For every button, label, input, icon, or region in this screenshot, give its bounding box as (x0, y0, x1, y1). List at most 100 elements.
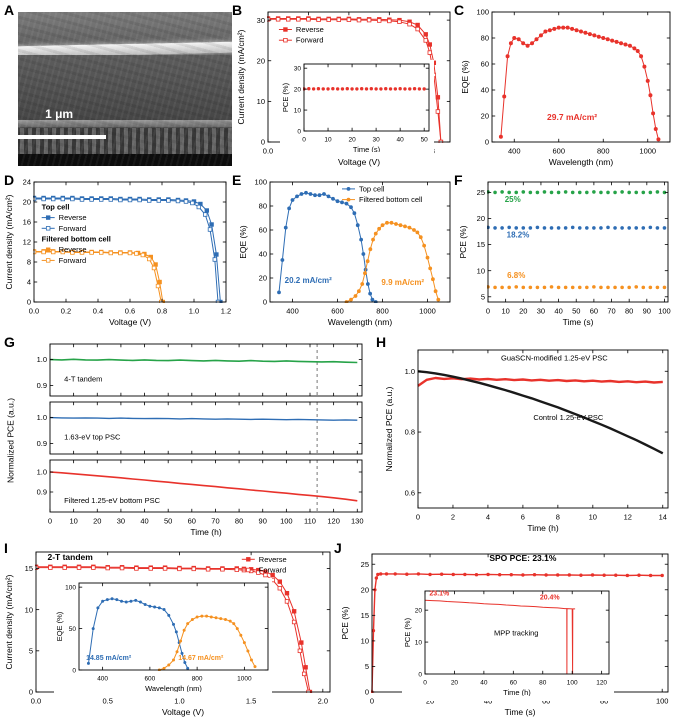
svg-text:Reverse: Reverse (259, 555, 287, 564)
svg-text:2-T tandem: 2-T tandem (47, 552, 93, 562)
svg-text:Current density (mA/cm²): Current density (mA/cm²) (4, 194, 14, 289)
svg-text:1000: 1000 (237, 676, 252, 683)
svg-text:Voltage (V): Voltage (V) (338, 157, 380, 167)
normalized-pce-stability-stack: 0.9 1.0 4-T tandem 0.9 1.0 1.63-eV top PSC 0 10… (37, 343, 364, 537)
svg-text:9.9 mA/cm²: 9.9 mA/cm² (381, 278, 424, 287)
svg-text:Top cell: Top cell (359, 184, 385, 193)
svg-text:10: 10 (501, 307, 509, 316)
svg-text:4: 4 (27, 278, 31, 287)
svg-text:PCE (%): PCE (%) (403, 617, 412, 647)
svg-text:1.0: 1.0 (37, 355, 47, 364)
panel-label-g: G (4, 334, 15, 350)
mpp-tracking-inset: 0 20 40 60 80 100 120 0 10 20 Time (h) PCE (%) 23.1%… (402, 586, 614, 697)
svg-text:0: 0 (418, 671, 422, 678)
svg-text:0.5: 0.5 (102, 697, 112, 706)
svg-text:Voltage (V): Voltage (V) (109, 317, 151, 327)
svg-text:50: 50 (421, 137, 429, 144)
svg-text:100: 100 (254, 178, 267, 187)
svg-text:Forward: Forward (259, 566, 287, 575)
panel-label-b: B (232, 2, 243, 18)
svg-text:8: 8 (27, 258, 31, 267)
svg-text:120: 120 (596, 680, 607, 687)
panel-i-chart: 0.0 0.5 1.0 1.5 2.0 0 5 10 15 Voltage (V) Current … (4, 546, 338, 720)
svg-text:100: 100 (280, 517, 293, 526)
svg-text:1.63-eV top PSC: 1.63-eV top PSC (64, 433, 121, 442)
svg-text:0.9: 0.9 (37, 488, 47, 497)
svg-text:30: 30 (537, 307, 545, 316)
svg-text:400: 400 (97, 676, 108, 683)
eqe-inset-2t: 400 600 800 1000 0 50 100 Wavelength (nm) EQE (%… (54, 578, 272, 693)
svg-text:Reverse: Reverse (59, 213, 87, 222)
svg-text:Time (s): Time (s) (563, 317, 594, 327)
svg-text:0: 0 (27, 298, 31, 307)
svg-text:14: 14 (659, 513, 667, 522)
jv-curve-tandem-2t: 0.0 0.5 1.0 1.5 2.0 0 5 10 15 Voltage (V) Current … (4, 551, 331, 717)
svg-text:18.2%: 18.2% (507, 230, 530, 239)
svg-text:Current density (mA/cm²): Current density (mA/cm²) (4, 574, 14, 669)
svg-text:15: 15 (477, 240, 485, 249)
svg-text:90: 90 (259, 517, 267, 526)
panel-label-f: F (454, 172, 463, 188)
svg-text:Normalized PCE (a.u.): Normalized PCE (a.u.) (384, 386, 394, 471)
svg-text:Reverse: Reverse (296, 25, 324, 34)
panel-c-chart: 400 600 800 1000 0 20 40 60 80 100 Wavelength (nm)… (458, 4, 676, 170)
svg-text:Top cell: Top cell (42, 202, 70, 211)
svg-text:100: 100 (567, 680, 578, 687)
svg-text:110: 110 (304, 517, 316, 526)
svg-text:60: 60 (481, 60, 489, 69)
svg-text:5: 5 (29, 646, 33, 655)
svg-text:Time (s): Time (s) (505, 707, 536, 717)
svg-text:Reverse: Reverse (59, 245, 87, 254)
svg-text:Time (h): Time (h) (503, 688, 531, 696)
svg-text:Current density (mA/cm²): Current density (mA/cm²) (236, 29, 246, 124)
svg-text:20: 20 (294, 86, 302, 93)
svg-text:Forward: Forward (296, 36, 324, 45)
svg-text:90: 90 (643, 307, 651, 316)
svg-text:0: 0 (48, 517, 52, 526)
svg-text:80: 80 (235, 517, 243, 526)
svg-text:0: 0 (485, 138, 489, 147)
svg-text:1.0: 1.0 (405, 367, 415, 376)
svg-text:1.0: 1.0 (174, 697, 184, 706)
svg-text:80: 80 (259, 202, 267, 211)
svg-text:20: 20 (451, 680, 459, 687)
svg-text:PCE (%): PCE (%) (458, 225, 468, 258)
svg-text:40: 40 (481, 86, 489, 95)
svg-text:20: 20 (519, 307, 527, 316)
svg-text:10: 10 (589, 513, 597, 522)
svg-text:20: 20 (257, 56, 265, 65)
panel-label-e: E (232, 172, 242, 188)
svg-text:MPP tracking: MPP tracking (494, 629, 538, 638)
panel-label-h: H (376, 334, 387, 350)
svg-text:Filtered bottom cell: Filtered bottom cell (359, 195, 423, 204)
svg-text:10: 10 (69, 517, 77, 526)
svg-text:Wavelength (nm): Wavelength (nm) (328, 317, 393, 327)
svg-text:0.0: 0.0 (29, 307, 39, 316)
svg-text:Voltage (V): Voltage (V) (162, 707, 204, 717)
svg-text:20: 20 (93, 517, 101, 526)
svg-text:30: 30 (372, 137, 380, 144)
guascn-vs-control-stability: 0 2 4 6 8 10 12 14 0.6 0.8 1.0 Time (h) Normalized P… (384, 349, 669, 533)
panel-j-inset: 0 20 40 60 80 100 120 0 10 20 Time (h) PCE (%) 23.1%… (402, 586, 614, 701)
svg-text:1.2: 1.2 (221, 307, 231, 316)
panel-label-a: A (4, 2, 15, 18)
svg-text:5: 5 (365, 662, 369, 671)
svg-text:Control 1.25-eV PSC: Control 1.25-eV PSC (533, 413, 604, 422)
svg-text:Forward: Forward (59, 256, 87, 265)
panel-label-d: D (4, 172, 15, 188)
sem-grain-noise (18, 12, 232, 166)
panel-f-chart: 0 10 20 30 40 50 60 70 80 90 100 5 10 15 20 25 Time (s) P… (458, 176, 676, 330)
svg-text:GuaSCN-modified 1.25-eV PSC: GuaSCN-modified 1.25-eV PSC (501, 354, 608, 363)
svg-text:130: 130 (351, 517, 364, 526)
svg-text:1.0: 1.0 (189, 307, 199, 316)
svg-text:0.8: 0.8 (405, 428, 415, 437)
svg-text:0.2: 0.2 (61, 307, 71, 316)
svg-text:0: 0 (486, 307, 490, 316)
panel-label-i: I (4, 540, 8, 556)
svg-text:6.8%: 6.8% (507, 271, 525, 280)
svg-text:0.0: 0.0 (31, 697, 41, 706)
panel-i-inset: 400 600 800 1000 0 50 100 Wavelength (nm) EQE (%… (54, 578, 272, 697)
svg-text:20.4%: 20.4% (540, 594, 561, 601)
svg-text:10: 10 (25, 605, 33, 614)
